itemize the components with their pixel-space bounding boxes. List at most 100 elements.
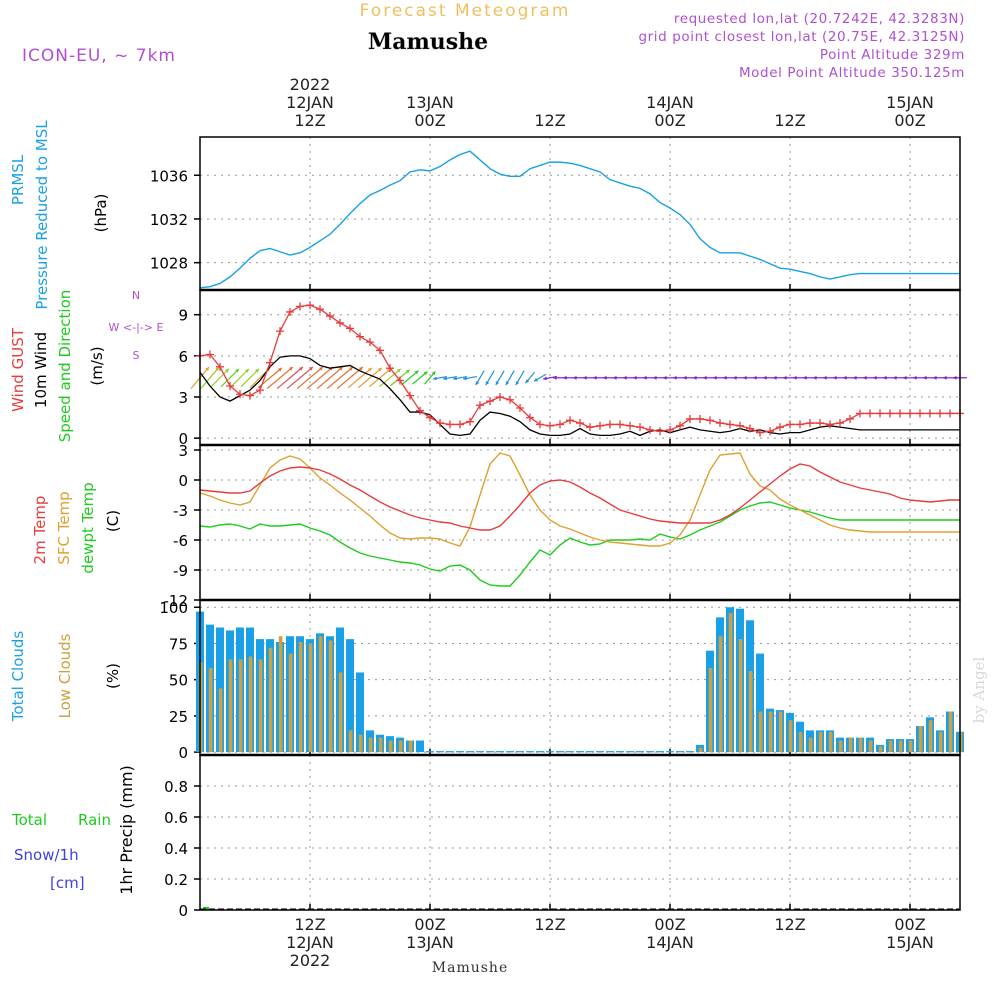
y-tick-label: 75 (169, 635, 188, 653)
gust-point (846, 414, 854, 423)
wind-arrow-head (653, 375, 657, 380)
top-time-label: 12Z (534, 111, 565, 130)
wind-arrow-head (423, 371, 428, 376)
total-cloud-bar (546, 751, 554, 753)
gust-point (226, 382, 234, 391)
dewpt-line (199, 501, 960, 587)
temp2m-line (199, 463, 960, 531)
temp2m-label: 2m Temp (31, 496, 49, 565)
top-time-label: 12Z (294, 111, 325, 130)
wind-arrow-head (563, 375, 567, 380)
total-cloud-bar (436, 751, 444, 753)
gust-point (706, 416, 714, 425)
wind-arrow (230, 368, 250, 388)
grid-point-coords: grid point closest lon,lat (20.75E, 42.3… (638, 29, 965, 45)
gust-point (866, 409, 874, 418)
wind-direction-label: Speed and Direction (56, 290, 74, 443)
gust-point (926, 409, 934, 418)
top-time-label: 14JAN (646, 93, 694, 112)
low-cloud-bar (748, 670, 753, 753)
wind-arrow-head (823, 375, 827, 380)
wind-arrow-head (215, 367, 219, 371)
y-tick-label: 1036 (150, 167, 188, 185)
y-tick-label: 6 (178, 348, 188, 366)
pressure-label-1: PRMSL (9, 154, 27, 205)
wind-arrow-head (348, 366, 353, 371)
gust-point (586, 423, 594, 432)
gust-point (646, 425, 654, 434)
sfctemp-line (199, 452, 960, 547)
bottom-time-label: 00Z (894, 915, 925, 934)
total-cloud-bar (476, 751, 484, 753)
y-tick-label: 0.2 (164, 871, 188, 889)
wind-arrow (210, 368, 230, 388)
footer-location: Mamushe (432, 960, 508, 976)
bottom-time-label: 12Z (534, 915, 565, 934)
wind-arrow-head (463, 376, 467, 381)
wind-arrow-head (543, 376, 547, 381)
wind-arrow-head (443, 376, 447, 381)
total-cloud-bar (426, 751, 434, 753)
wind-arrow-head (338, 366, 343, 371)
gust-point (656, 427, 664, 436)
bottom-time-label: 2022 (290, 951, 331, 970)
bottom-time-label: 14JAN (646, 933, 694, 952)
gust-point (916, 409, 924, 418)
wind-arrow-head (431, 371, 436, 376)
wind-arrow-head (833, 375, 837, 380)
wind-arrow-head (515, 381, 520, 386)
gust-point (416, 406, 424, 415)
y-tick-label: 3 (178, 442, 188, 460)
low-cloud-bar (288, 653, 293, 753)
total-cloud-bar (626, 751, 634, 753)
wind-arrow (326, 366, 354, 390)
gust-point (876, 409, 884, 418)
wind-arrow-head (318, 366, 323, 371)
top-time-label: 00Z (414, 111, 445, 130)
legend-rain: Rain (78, 811, 111, 829)
total-cloud-bar (526, 751, 534, 753)
gust-point (306, 301, 314, 310)
low-cloud-bar (788, 720, 793, 753)
wind-arrow (306, 366, 334, 390)
low-cloud-bar (918, 726, 923, 753)
wind-arrow-head (205, 367, 209, 371)
gust-point (556, 420, 564, 429)
wind-arrow-head (235, 368, 239, 373)
low-cloud-bar (838, 740, 843, 753)
low-cloud-bar (848, 737, 853, 753)
total-cloud-bar (416, 740, 424, 753)
total-cloud-bar (466, 751, 474, 753)
wind-arrow-head (533, 377, 538, 382)
top-time-label: 12JAN (286, 93, 334, 112)
gust-point (906, 409, 914, 418)
gust-point (236, 390, 244, 399)
total-cloud-bar (756, 653, 764, 753)
gust-point (786, 420, 794, 429)
low-cloud-bar (278, 636, 283, 753)
y-tick-label: 0 (178, 902, 188, 920)
low-cloud-bar (818, 731, 823, 753)
gust-point (406, 391, 414, 400)
wind-arrow-head (495, 381, 500, 386)
wind-arrow-head (288, 366, 293, 371)
low-cloud-bar (718, 636, 723, 753)
gust-point (626, 421, 634, 430)
total-cloud-bar (646, 751, 654, 753)
bottom-time-label: 00Z (414, 915, 445, 934)
wind-arrow (276, 366, 304, 390)
wind-arrow-head (573, 375, 577, 380)
wind-arrow-head (633, 375, 637, 380)
wind-arrow-head (803, 375, 807, 380)
total-cloud-bar (586, 751, 594, 753)
total-cloud-bar (666, 751, 674, 753)
gust-point (456, 420, 464, 429)
wind-arrow (266, 366, 294, 390)
wind-arrow-head (485, 381, 490, 386)
total-cloud-bar (676, 751, 684, 753)
low-cloud-bar (318, 636, 323, 753)
top-time-label: 00Z (894, 111, 925, 130)
gust-point (596, 421, 604, 430)
top-time-label: 15JAN (886, 93, 934, 112)
y-tick-label: 0 (178, 430, 188, 448)
